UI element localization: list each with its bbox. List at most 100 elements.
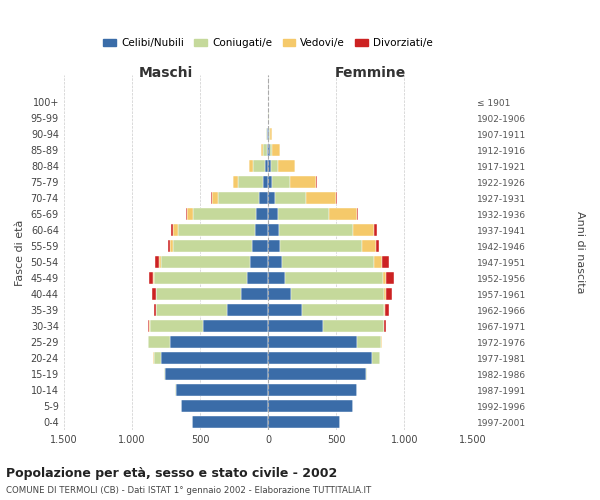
Text: Femmine: Femmine: [335, 66, 406, 80]
Bar: [233, 176, 238, 188]
Bar: [263, 144, 267, 156]
Bar: [268, 208, 278, 220]
Bar: [152, 288, 156, 300]
Bar: [203, 320, 268, 332]
Bar: [329, 208, 357, 220]
Bar: [272, 176, 290, 188]
Bar: [268, 256, 282, 268]
Bar: [261, 144, 263, 156]
Bar: [275, 192, 307, 204]
Y-axis label: Fasce di età: Fasce di età: [15, 220, 25, 286]
Bar: [278, 160, 295, 172]
Bar: [374, 256, 382, 268]
Bar: [270, 128, 272, 140]
Bar: [268, 160, 271, 172]
Bar: [357, 336, 381, 348]
Bar: [266, 128, 268, 140]
Bar: [268, 336, 357, 348]
Bar: [238, 176, 263, 188]
Bar: [247, 272, 268, 284]
Text: COMUNE DI TERMOLI (CB) - Dati ISTAT 1° gennaio 2002 - Elaborazione TUTTITALIA.IT: COMUNE DI TERMOLI (CB) - Dati ISTAT 1° g…: [6, 486, 371, 495]
Bar: [148, 336, 170, 348]
Bar: [149, 272, 154, 284]
Bar: [265, 160, 268, 172]
Bar: [157, 288, 241, 300]
Bar: [384, 288, 386, 300]
Bar: [385, 320, 386, 332]
Bar: [268, 144, 269, 156]
Bar: [148, 320, 149, 332]
Bar: [159, 256, 161, 268]
Bar: [193, 208, 256, 220]
Bar: [268, 416, 340, 428]
Bar: [282, 256, 374, 268]
Bar: [167, 240, 170, 252]
Bar: [181, 400, 268, 412]
Bar: [272, 144, 280, 156]
Bar: [227, 304, 268, 316]
Bar: [259, 192, 268, 204]
Bar: [268, 128, 269, 140]
Bar: [280, 240, 362, 252]
Bar: [374, 224, 377, 236]
Bar: [382, 256, 389, 268]
Bar: [268, 400, 353, 412]
Bar: [149, 320, 203, 332]
Bar: [249, 160, 253, 172]
Bar: [386, 272, 394, 284]
Bar: [173, 224, 178, 236]
Bar: [353, 224, 374, 236]
Bar: [155, 256, 159, 268]
Bar: [323, 320, 384, 332]
Bar: [250, 256, 268, 268]
Bar: [268, 384, 357, 396]
Bar: [154, 304, 156, 316]
Bar: [269, 128, 270, 140]
Bar: [156, 288, 157, 300]
Bar: [176, 384, 268, 396]
Bar: [292, 288, 384, 300]
Bar: [154, 272, 247, 284]
Bar: [164, 368, 268, 380]
Bar: [316, 176, 317, 188]
Bar: [157, 304, 227, 316]
Bar: [366, 368, 367, 380]
Bar: [307, 192, 337, 204]
Bar: [386, 288, 392, 300]
Bar: [218, 192, 259, 204]
Bar: [290, 176, 316, 188]
Text: Maschi: Maschi: [139, 66, 193, 80]
Bar: [253, 160, 265, 172]
Bar: [172, 224, 173, 236]
Bar: [279, 224, 353, 236]
Bar: [263, 176, 268, 188]
Bar: [268, 352, 372, 364]
Bar: [254, 224, 268, 236]
Bar: [256, 208, 268, 220]
Bar: [385, 304, 389, 316]
Bar: [302, 304, 384, 316]
Bar: [376, 240, 379, 252]
Bar: [268, 288, 292, 300]
Bar: [284, 272, 383, 284]
Bar: [268, 240, 280, 252]
Bar: [357, 208, 358, 220]
Bar: [278, 208, 329, 220]
Bar: [268, 368, 366, 380]
Bar: [154, 352, 161, 364]
Bar: [268, 176, 272, 188]
Bar: [161, 352, 268, 364]
Y-axis label: Anni di nascita: Anni di nascita: [575, 211, 585, 294]
Bar: [271, 160, 278, 172]
Bar: [268, 320, 323, 332]
Bar: [268, 224, 279, 236]
Bar: [170, 336, 268, 348]
Bar: [241, 288, 268, 300]
Bar: [173, 240, 252, 252]
Bar: [178, 224, 254, 236]
Bar: [187, 208, 193, 220]
Bar: [268, 192, 275, 204]
Bar: [192, 416, 268, 428]
Bar: [268, 304, 302, 316]
Bar: [362, 240, 376, 252]
